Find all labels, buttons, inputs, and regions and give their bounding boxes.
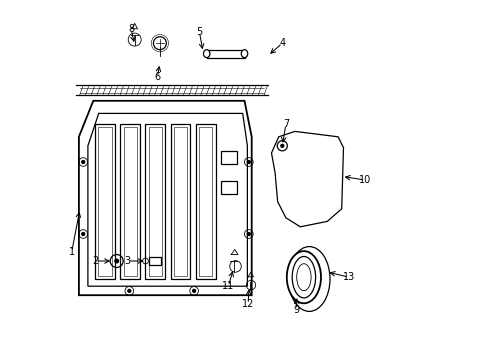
Text: 13: 13 xyxy=(342,272,354,282)
Bar xyxy=(149,257,160,265)
Bar xyxy=(206,50,244,58)
Bar xyxy=(196,124,215,279)
Text: 9: 9 xyxy=(293,305,299,315)
Text: 10: 10 xyxy=(358,175,370,185)
Bar xyxy=(174,127,187,276)
Bar xyxy=(199,127,212,276)
Circle shape xyxy=(192,289,195,292)
Bar xyxy=(98,127,111,276)
Ellipse shape xyxy=(203,50,209,58)
Text: 8: 8 xyxy=(128,24,134,34)
Circle shape xyxy=(81,233,84,235)
Text: 6: 6 xyxy=(154,72,160,82)
Bar xyxy=(95,124,115,279)
Circle shape xyxy=(247,161,250,163)
Bar xyxy=(120,124,140,279)
Ellipse shape xyxy=(286,251,320,303)
Text: 3: 3 xyxy=(124,256,130,266)
Bar xyxy=(123,127,137,276)
Bar xyxy=(170,124,190,279)
Text: 12: 12 xyxy=(242,299,254,309)
Circle shape xyxy=(280,144,283,147)
Text: 4: 4 xyxy=(279,38,285,48)
Polygon shape xyxy=(271,131,343,227)
Circle shape xyxy=(115,259,118,263)
Bar xyxy=(221,181,237,194)
Bar xyxy=(148,127,162,276)
Text: 7: 7 xyxy=(282,119,288,129)
Polygon shape xyxy=(79,101,251,295)
Text: 1: 1 xyxy=(68,247,75,257)
Ellipse shape xyxy=(241,50,247,58)
Bar xyxy=(221,151,237,164)
Text: 11: 11 xyxy=(222,281,234,291)
Bar xyxy=(145,124,165,279)
Circle shape xyxy=(247,233,250,235)
Text: 5: 5 xyxy=(196,27,202,37)
Circle shape xyxy=(81,161,84,163)
Text: 2: 2 xyxy=(92,256,98,266)
Circle shape xyxy=(127,289,130,292)
